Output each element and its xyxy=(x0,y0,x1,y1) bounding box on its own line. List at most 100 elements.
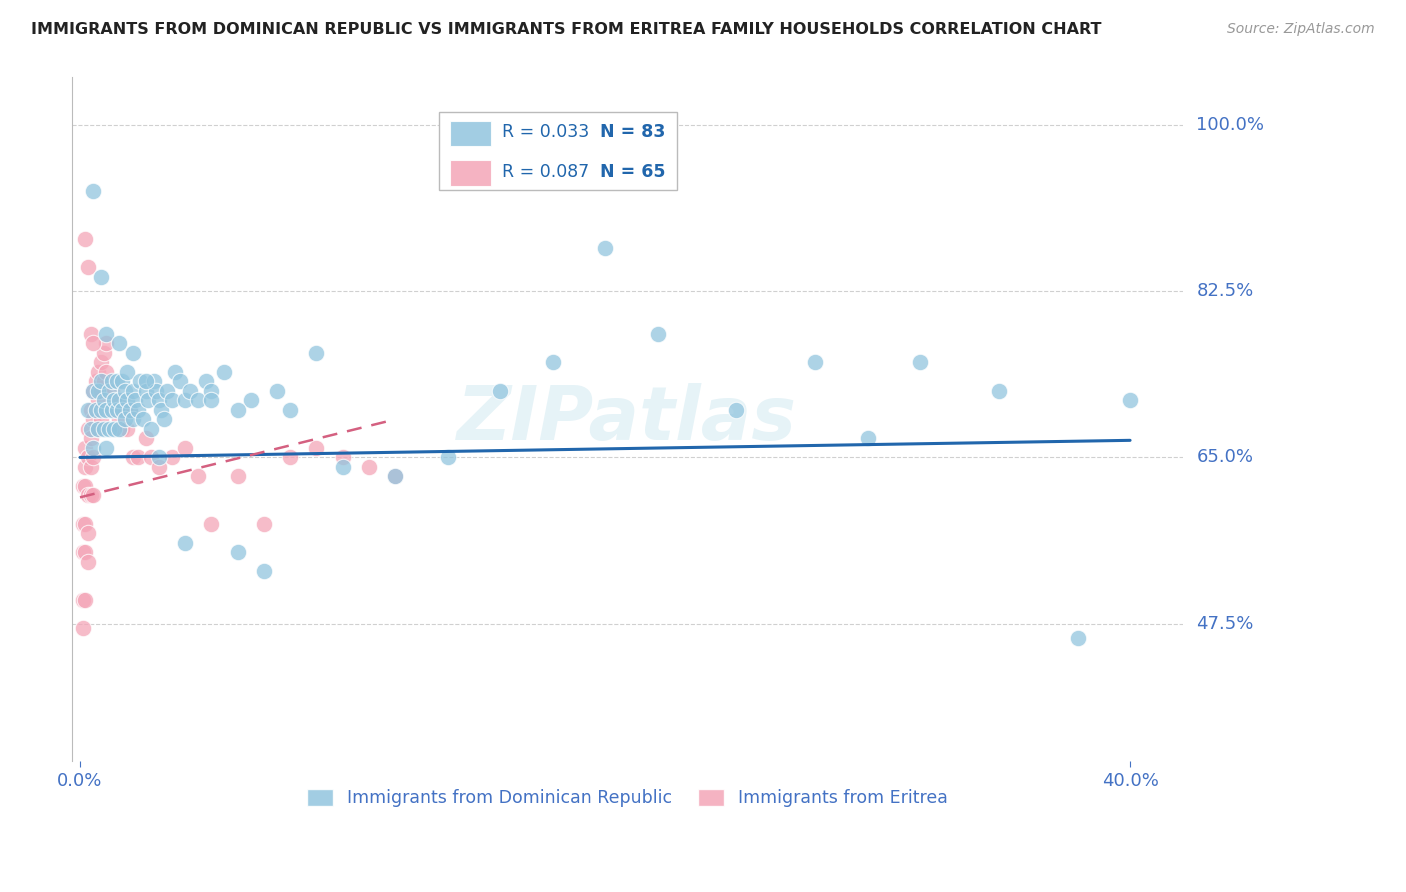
Point xyxy=(87,422,110,436)
Point xyxy=(226,403,249,417)
Point xyxy=(856,432,879,446)
Point xyxy=(82,450,104,465)
Point xyxy=(82,384,104,398)
Point xyxy=(124,393,146,408)
Point xyxy=(135,375,157,389)
Point xyxy=(118,403,141,417)
Point xyxy=(75,441,97,455)
Point xyxy=(332,459,354,474)
Point xyxy=(142,375,165,389)
Point xyxy=(72,622,94,636)
Point xyxy=(114,384,136,398)
Point xyxy=(79,326,101,341)
Point xyxy=(105,375,128,389)
Point xyxy=(105,393,128,408)
Point xyxy=(75,459,97,474)
Point xyxy=(75,232,97,246)
Point xyxy=(121,384,143,398)
Point xyxy=(103,393,125,408)
Point xyxy=(266,384,288,398)
Point xyxy=(111,375,134,389)
Point xyxy=(305,441,328,455)
FancyBboxPatch shape xyxy=(450,121,491,146)
Point xyxy=(103,403,125,417)
Text: 100.0%: 100.0% xyxy=(1197,116,1264,134)
Point xyxy=(148,393,170,408)
Point xyxy=(79,422,101,436)
Point xyxy=(305,346,328,360)
Point xyxy=(84,375,107,389)
Point xyxy=(77,526,100,541)
Point xyxy=(148,450,170,465)
Point xyxy=(103,422,125,436)
Point xyxy=(195,375,218,389)
Point xyxy=(82,488,104,502)
Point xyxy=(108,422,131,436)
Point xyxy=(129,375,152,389)
Point xyxy=(75,479,97,493)
Point xyxy=(90,269,112,284)
Point xyxy=(174,536,197,550)
Point xyxy=(105,403,128,417)
Point xyxy=(121,346,143,360)
Point xyxy=(111,422,134,436)
Point xyxy=(253,565,276,579)
Point xyxy=(139,450,162,465)
Point xyxy=(108,336,131,351)
Point xyxy=(187,469,209,483)
Point xyxy=(163,365,186,379)
Point xyxy=(117,393,139,408)
Point xyxy=(87,365,110,379)
Point xyxy=(200,384,222,398)
Point xyxy=(72,516,94,531)
Point xyxy=(72,545,94,559)
Point xyxy=(96,336,118,351)
Point xyxy=(908,355,931,369)
Point xyxy=(87,393,110,408)
Point xyxy=(357,459,380,474)
Point xyxy=(278,450,301,465)
Point xyxy=(97,384,120,398)
Point xyxy=(79,459,101,474)
Point xyxy=(121,412,143,426)
Point xyxy=(145,384,167,398)
Point xyxy=(82,336,104,351)
Point xyxy=(239,393,262,408)
Point xyxy=(77,450,100,465)
Point xyxy=(436,450,458,465)
Point xyxy=(77,488,100,502)
Point xyxy=(384,469,406,483)
Point xyxy=(90,384,112,398)
Point xyxy=(87,422,110,436)
Point xyxy=(160,393,183,408)
Point xyxy=(179,384,201,398)
Point xyxy=(139,422,162,436)
Point xyxy=(75,545,97,559)
Point xyxy=(174,441,197,455)
Point xyxy=(111,403,134,417)
Point xyxy=(96,441,118,455)
Point xyxy=(384,469,406,483)
Point xyxy=(108,393,131,408)
Point xyxy=(100,403,122,417)
Point xyxy=(118,403,141,417)
Point xyxy=(153,412,176,426)
FancyBboxPatch shape xyxy=(450,161,491,186)
Point xyxy=(108,412,131,426)
Point xyxy=(226,545,249,559)
Text: N = 65: N = 65 xyxy=(599,162,665,180)
Point xyxy=(100,384,122,398)
Point xyxy=(1119,393,1142,408)
Point xyxy=(87,384,110,398)
Text: 82.5%: 82.5% xyxy=(1197,282,1254,301)
Point xyxy=(77,403,100,417)
Point xyxy=(75,593,97,607)
Point xyxy=(82,412,104,426)
Point xyxy=(96,326,118,341)
Text: IMMIGRANTS FROM DOMINICAN REPUBLIC VS IMMIGRANTS FROM ERITREA FAMILY HOUSEHOLDS : IMMIGRANTS FROM DOMINICAN REPUBLIC VS IM… xyxy=(31,22,1101,37)
Point xyxy=(121,450,143,465)
Point xyxy=(226,469,249,483)
Point xyxy=(200,393,222,408)
Point xyxy=(132,412,155,426)
Text: R = 0.087: R = 0.087 xyxy=(502,162,589,180)
